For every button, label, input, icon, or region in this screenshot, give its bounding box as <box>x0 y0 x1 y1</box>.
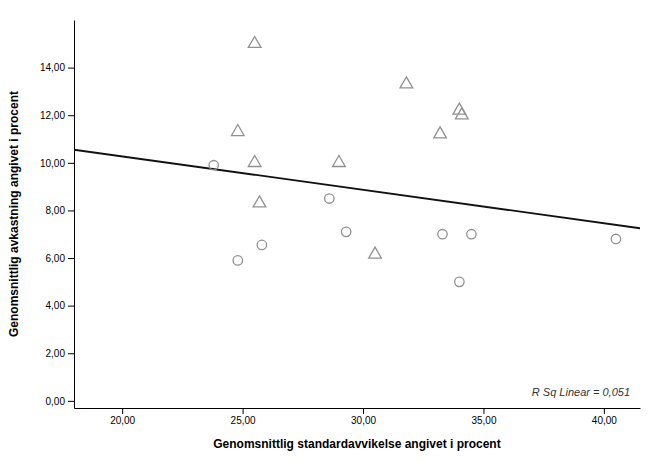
y-tick-label: 0,00 <box>46 396 66 407</box>
y-tick: 8,00 <box>46 205 74 216</box>
chart: 20,00 25,00 30,00 35,00 40,00 0,00 2,00 4,00 6,0… <box>0 0 660 462</box>
triangle-marker <box>333 155 346 166</box>
circle-marker <box>438 230 447 239</box>
x-tick-mark <box>604 408 605 414</box>
x-tick: 20,00 <box>110 408 135 426</box>
annotation: R Sq Linear = 0,051 <box>532 386 630 398</box>
marks <box>74 36 640 286</box>
plot: 20,00 25,00 30,00 35,00 40,00 0,00 2,00 4,00 6,0… <box>40 21 641 427</box>
y-tick: 0,00 <box>46 396 74 407</box>
y-tick: 10,00 <box>40 158 74 169</box>
triangle-marker <box>248 155 261 166</box>
circle-marker <box>467 230 476 239</box>
y-tick-mark <box>68 353 74 354</box>
x-tick-mark <box>363 408 364 414</box>
triangle-marker <box>434 127 447 138</box>
y-axis-title: Genomsnittlig avkastning angivet i proce… <box>7 91 21 337</box>
x-tick-mark <box>243 408 244 414</box>
y-tick-label: 14,00 <box>40 62 65 73</box>
y-tick-label: 4,00 <box>46 300 66 311</box>
triangle-marker <box>369 247 382 258</box>
regression-line <box>74 150 640 229</box>
circle-marker <box>455 277 464 286</box>
x-tick-mark <box>483 408 484 414</box>
x-axis: 20,00 25,00 30,00 35,00 40,00 <box>75 408 641 426</box>
x-tick-label: 30,00 <box>351 415 376 426</box>
x-tick: 30,00 <box>351 408 376 426</box>
circle-marker <box>325 194 334 203</box>
y-tick-label: 10,00 <box>40 158 65 169</box>
triangle-marker <box>253 196 266 207</box>
y-axis-line <box>74 21 75 409</box>
circle-marker <box>233 256 242 265</box>
x-tick: 25,00 <box>231 408 256 426</box>
y-tick-mark <box>68 68 74 69</box>
y-tick: 4,00 <box>46 300 74 311</box>
triangle-marker <box>455 108 468 119</box>
y-tick-label: 2,00 <box>46 348 66 359</box>
x-tick: 40,00 <box>592 408 617 426</box>
y-tick-mark <box>68 210 74 211</box>
y-tick-label: 12,00 <box>40 110 65 121</box>
y-tick-label: 6,00 <box>46 253 66 264</box>
y-tick-mark <box>68 258 74 259</box>
x-axis-title: Genomsnittlig standardavvikelse angivet … <box>213 437 500 451</box>
x-tick-label: 35,00 <box>471 415 496 426</box>
y-axis: 0,00 2,00 4,00 6,00 8,00 10,00 12,00 14,00 <box>40 21 75 409</box>
triangle-marker <box>400 77 413 88</box>
y-tick-mark <box>68 163 74 164</box>
y-tick-label: 8,00 <box>46 205 66 216</box>
x-tick-mark <box>122 408 123 414</box>
y-tick-mark <box>68 401 74 402</box>
y-tick: 2,00 <box>46 348 74 359</box>
circle-marker <box>257 240 266 249</box>
circle-marker <box>209 160 218 169</box>
y-tick: 6,00 <box>46 253 74 264</box>
x-axis-line <box>75 408 641 409</box>
y-tick: 12,00 <box>40 110 74 121</box>
y-tick-mark <box>68 306 74 307</box>
triangle-marker <box>231 125 244 136</box>
x-tick-label: 40,00 <box>592 415 617 426</box>
circle-marker <box>341 227 350 236</box>
x-tick: 35,00 <box>471 408 496 426</box>
triangle-marker <box>248 36 261 47</box>
y-tick: 14,00 <box>40 62 74 73</box>
y-tick-mark <box>68 115 74 116</box>
circle-marker <box>611 234 620 243</box>
x-tick-label: 25,00 <box>231 415 256 426</box>
x-tick-label: 20,00 <box>110 415 135 426</box>
